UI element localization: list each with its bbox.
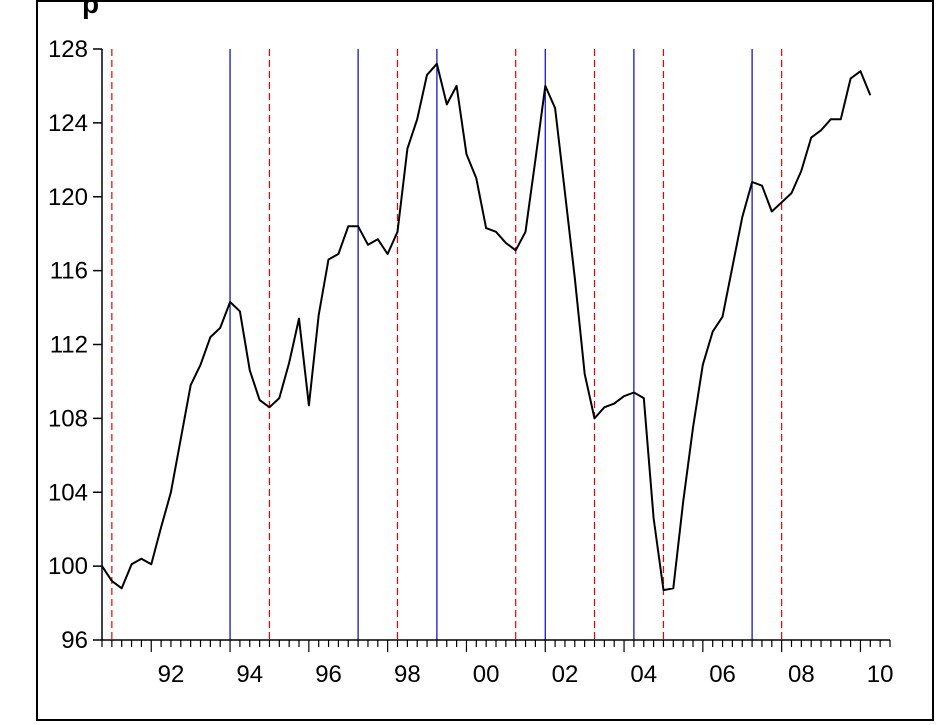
- y-tick-label: 124: [48, 110, 88, 137]
- x-tick-label: 94: [236, 661, 263, 688]
- x-tick-label: 08: [788, 661, 815, 688]
- x-tick-label: 04: [630, 661, 657, 688]
- y-tick-label: 112: [50, 332, 88, 359]
- turning-point-lines: [111, 49, 783, 640]
- axes: [93, 48, 891, 652]
- y-tick-label: 120: [48, 184, 88, 211]
- y-tick-label: 100: [48, 553, 88, 580]
- x-tick-label: 02: [552, 661, 579, 688]
- y-tick-label: 96: [61, 627, 88, 654]
- x-tick-label: 10: [867, 661, 894, 688]
- y-tick-labels: 96 100 104 108 112 116 120 124 128: [48, 36, 88, 654]
- x-tick-label: 00: [473, 661, 500, 688]
- y-tick-label: 104: [48, 479, 88, 506]
- x-tick-label: 06: [709, 661, 736, 688]
- y-tick-label: 116: [50, 258, 88, 285]
- series-group: [101, 62, 872, 592]
- x-tick-labels: 92 94 96 98 00 02 04 06 08 10: [158, 661, 894, 688]
- y-tick-label: 108: [48, 405, 88, 432]
- x-tick-label: 96: [315, 661, 342, 688]
- chart-frame: p: [36, 0, 934, 721]
- x-tick-label: 98: [394, 661, 421, 688]
- y-tick-label: 128: [48, 36, 88, 63]
- series-line: [101, 62, 872, 592]
- x-tick-label: 92: [158, 661, 185, 688]
- chart-title-fragment: p: [82, 0, 100, 19]
